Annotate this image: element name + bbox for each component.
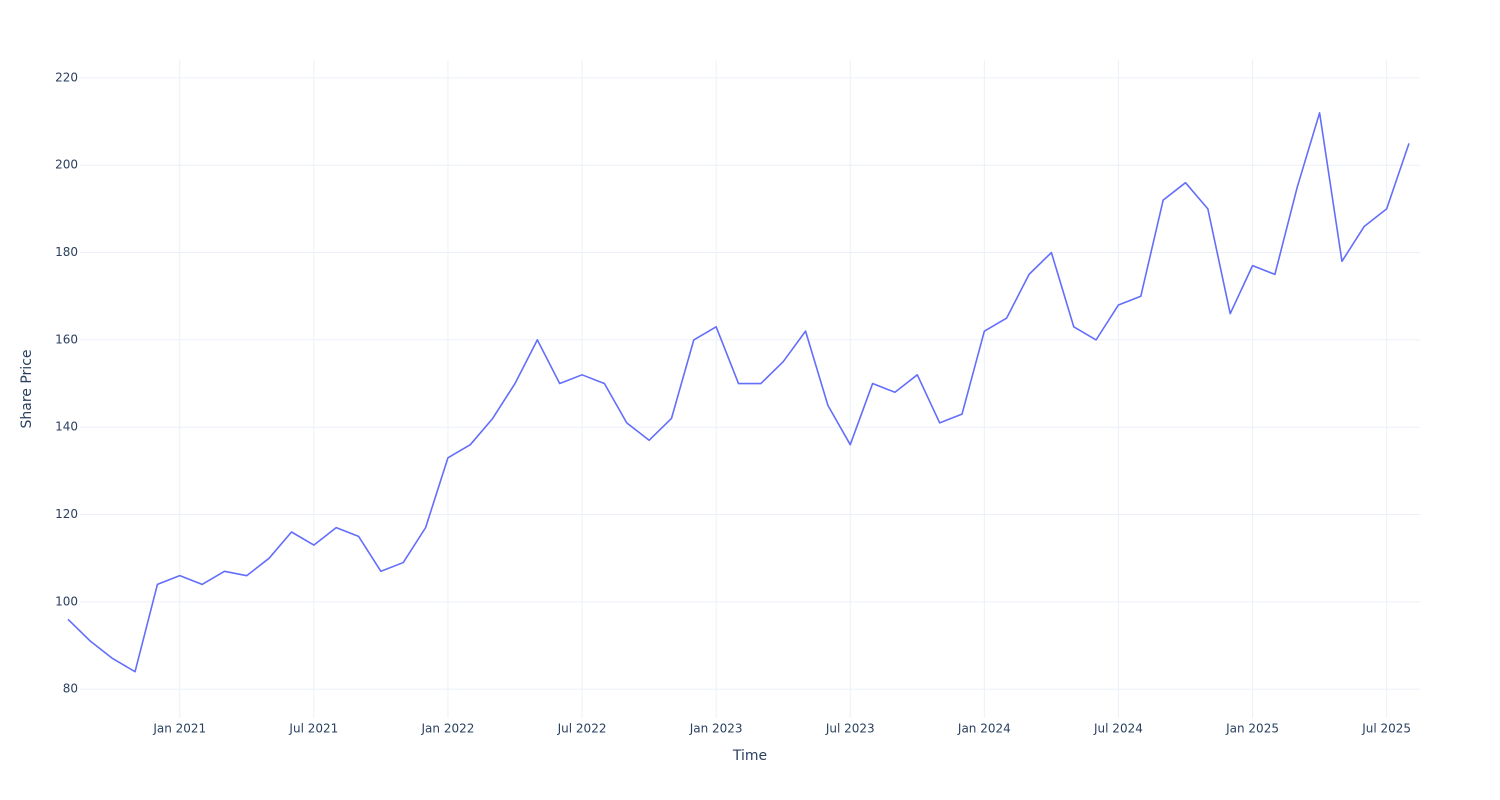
price-line (67, 112, 1410, 673)
x-tick-label: Jan 2025 (1225, 722, 1279, 736)
y-tick-label: 200 (55, 158, 78, 172)
y-axis-title: Share Price (19, 349, 35, 428)
x-tick-label: Jul 2025 (1361, 722, 1411, 736)
x-tick-label: Jan 2024 (957, 722, 1011, 736)
y-tick-label: 140 (55, 420, 78, 434)
x-tick-label: Jul 2021 (288, 722, 338, 736)
y-tick-label: 220 (55, 70, 78, 84)
y-tick-label: 180 (55, 245, 78, 259)
x-tick-label: Jul 2022 (557, 722, 607, 736)
x-tick-label: Jul 2023 (825, 722, 875, 736)
y-tick-label: 160 (55, 332, 78, 346)
y-tick-label: 100 (55, 594, 78, 608)
x-axis-title: Time (732, 748, 767, 764)
x-tick-label: Jan 2023 (689, 722, 743, 736)
x-tick-label: Jul 2024 (1093, 722, 1143, 736)
x-tick-label: Jan 2021 (152, 722, 206, 736)
y-tick-label: 80 (63, 682, 78, 696)
x-tick-label: Jan 2022 (421, 722, 475, 736)
y-tick-label: 120 (55, 507, 78, 521)
